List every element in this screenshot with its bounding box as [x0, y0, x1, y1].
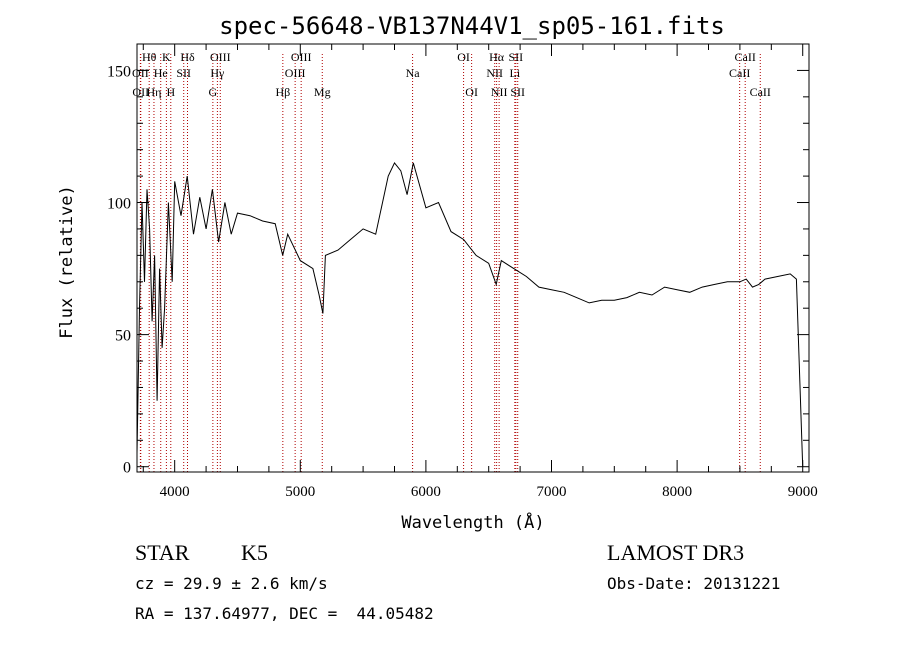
- line-label-25: CaII: [735, 50, 756, 64]
- x-tick-label-1: 5000: [285, 484, 315, 500]
- line-label-20: SII: [508, 50, 523, 64]
- chart-title: spec-56648-VB137N44V1_sp05-161.fits: [219, 12, 725, 40]
- x-tick-label-4: 8000: [662, 484, 692, 500]
- line-label-13: OIII: [285, 66, 306, 80]
- line-label-17: OI: [457, 50, 470, 64]
- line-label-23: NII: [491, 85, 508, 99]
- line-label-9: OIII: [210, 50, 231, 64]
- line-label-4: He: [154, 66, 168, 80]
- obs-date-text: Obs-Date: 20131221: [607, 574, 781, 593]
- x-tick-label-2: 6000: [411, 484, 441, 500]
- line-label-19: Hα: [489, 50, 505, 64]
- line-label-5: Hη: [146, 85, 161, 99]
- y-tick-label-3: 150: [107, 63, 131, 80]
- line-label-22: Li: [509, 66, 520, 80]
- line-label-14: Hβ: [275, 85, 290, 99]
- y-axis-ticks: 0 50 100 150: [107, 63, 809, 477]
- line-label-11: G: [209, 85, 218, 99]
- redshift-text: cz = 29.9 ± 2.6 km/s: [135, 574, 328, 593]
- line-label-6: Hδ: [180, 50, 195, 64]
- line-label-26: CaII: [729, 66, 750, 80]
- line-label-24: SII: [510, 85, 525, 99]
- line-label-0: Hθ: [142, 50, 157, 64]
- y-tick-label-1: 50: [115, 328, 131, 345]
- plot-frame: [136, 43, 810, 473]
- survey-label: LAMOST DR3: [607, 540, 745, 565]
- line-label-10: Hγ: [210, 66, 225, 80]
- x-tick-label-5: 9000: [788, 484, 818, 500]
- coordinates-text: RA = 137.64977, DEC = 44.05482: [135, 604, 434, 623]
- line-label-21: NII: [486, 66, 503, 80]
- line-label-18: OI: [465, 85, 478, 99]
- object-subclass: K5: [241, 540, 268, 565]
- line-label-12: OIII: [291, 50, 312, 64]
- x-axis-label: Wavelength (Å): [401, 511, 544, 533]
- line-label-27: CaII: [750, 85, 771, 99]
- y-tick-label-0: 0: [123, 460, 131, 477]
- line-label-1: OII: [132, 66, 149, 80]
- line-label-15: Mg: [314, 85, 331, 99]
- x-axis-ticks: 4000 5000 6000 7000 8000 9000: [142, 44, 818, 500]
- x-tick-label-0: 4000: [160, 484, 190, 500]
- line-label-7: SII: [176, 66, 191, 80]
- object-class: STAR: [135, 540, 190, 565]
- line-label-3: K: [162, 50, 171, 64]
- y-tick-label-2: 100: [107, 196, 131, 213]
- x-tick-label-3: 7000: [537, 484, 567, 500]
- spectrum-series: [136, 161, 804, 467]
- line-label-16: Na: [406, 66, 421, 80]
- y-axis-label: Flux (relative): [57, 185, 77, 339]
- line-label-8: H: [166, 85, 175, 99]
- spectral-line-markers: [139, 54, 761, 472]
